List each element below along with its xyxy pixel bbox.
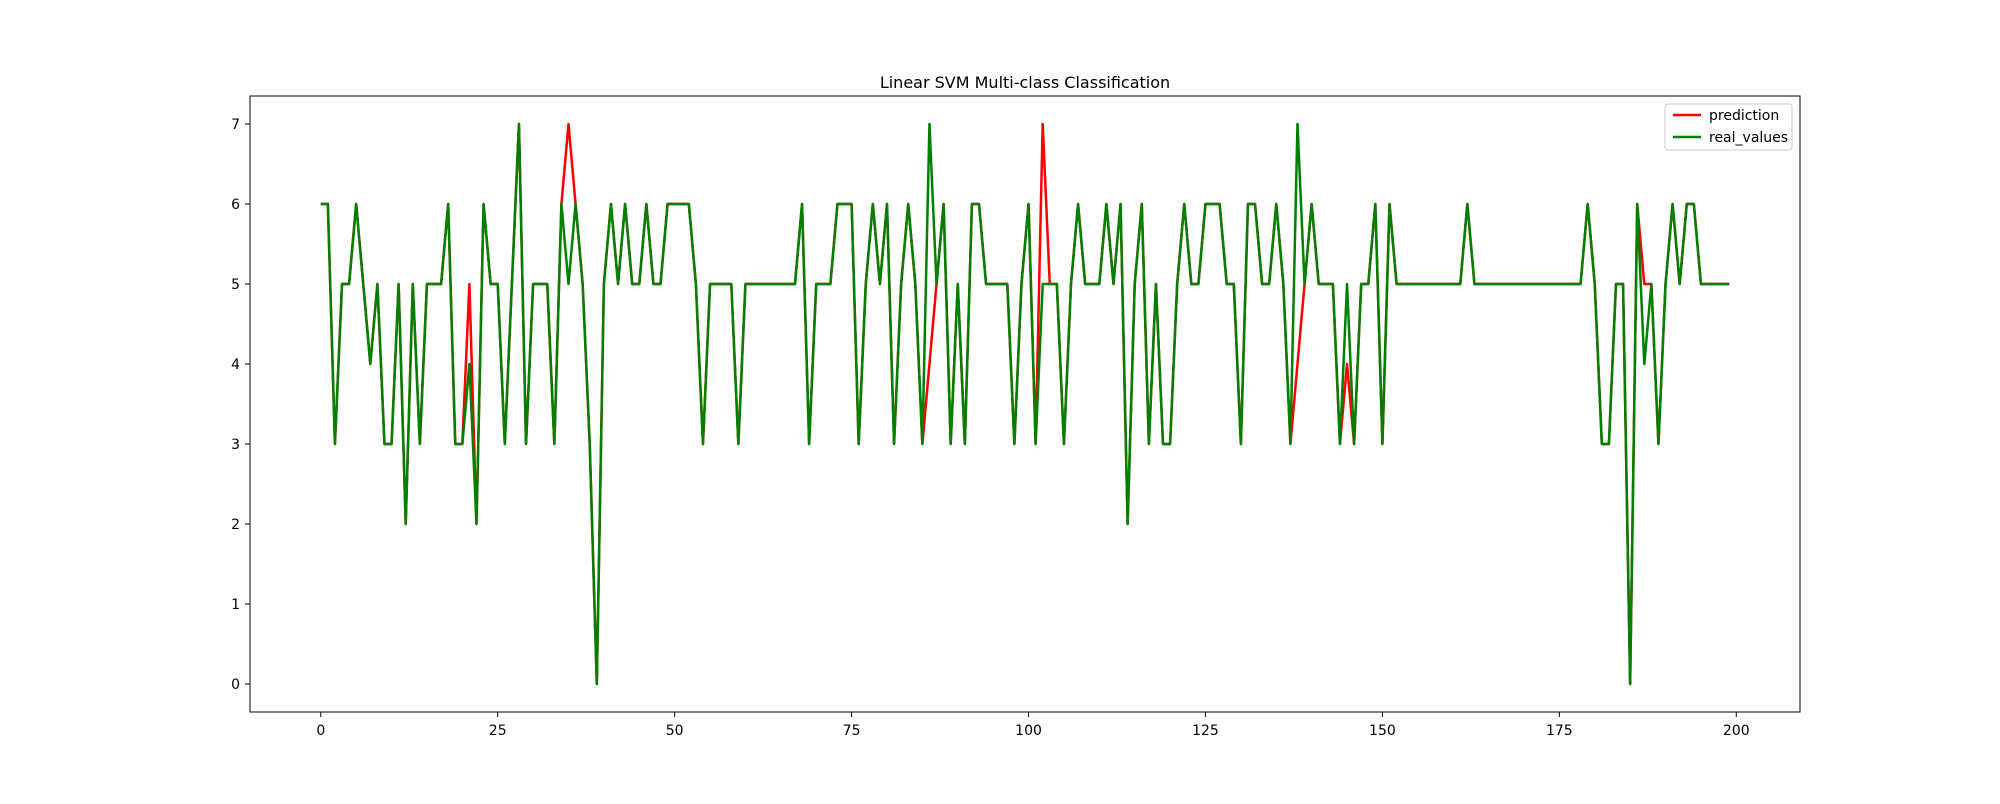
y-axis: 0 1 2 3 4 5 6 7 xyxy=(231,117,250,693)
y-tick-label: 2 xyxy=(231,517,240,533)
x-tick-label: 50 xyxy=(666,723,684,739)
chart-title: Linear SVM Multi-class Classification xyxy=(880,73,1170,92)
y-tick-label: 3 xyxy=(231,437,240,453)
x-tick-label: 25 xyxy=(489,723,507,739)
x-tick-label: 175 xyxy=(1546,723,1573,739)
y-tick-label: 4 xyxy=(231,357,240,373)
x-tick-label: 125 xyxy=(1192,723,1219,739)
x-tick-label: 200 xyxy=(1723,723,1750,739)
x-axis: 0 25 50 75 100 125 150 175 200 xyxy=(316,712,1750,739)
x-tick-label: 150 xyxy=(1369,723,1396,739)
y-tick-label: 5 xyxy=(231,277,240,293)
legend-label-prediction: prediction xyxy=(1709,108,1779,124)
plot-area-frame xyxy=(249,95,1801,713)
x-tick-label: 75 xyxy=(843,723,861,739)
series-line-real-values xyxy=(320,122,1730,686)
x-tick-label: 0 xyxy=(316,723,325,739)
y-tick-label: 1 xyxy=(231,597,240,613)
y-tick-label: 0 xyxy=(231,677,240,693)
legend: prediction real_values xyxy=(1664,103,1793,151)
y-tick-label: 7 xyxy=(231,117,240,133)
legend-label-real-values: real_values xyxy=(1709,130,1788,146)
y-tick-label: 6 xyxy=(231,197,240,213)
series-layer xyxy=(320,122,1730,686)
x-tick-label: 100 xyxy=(1015,723,1042,739)
